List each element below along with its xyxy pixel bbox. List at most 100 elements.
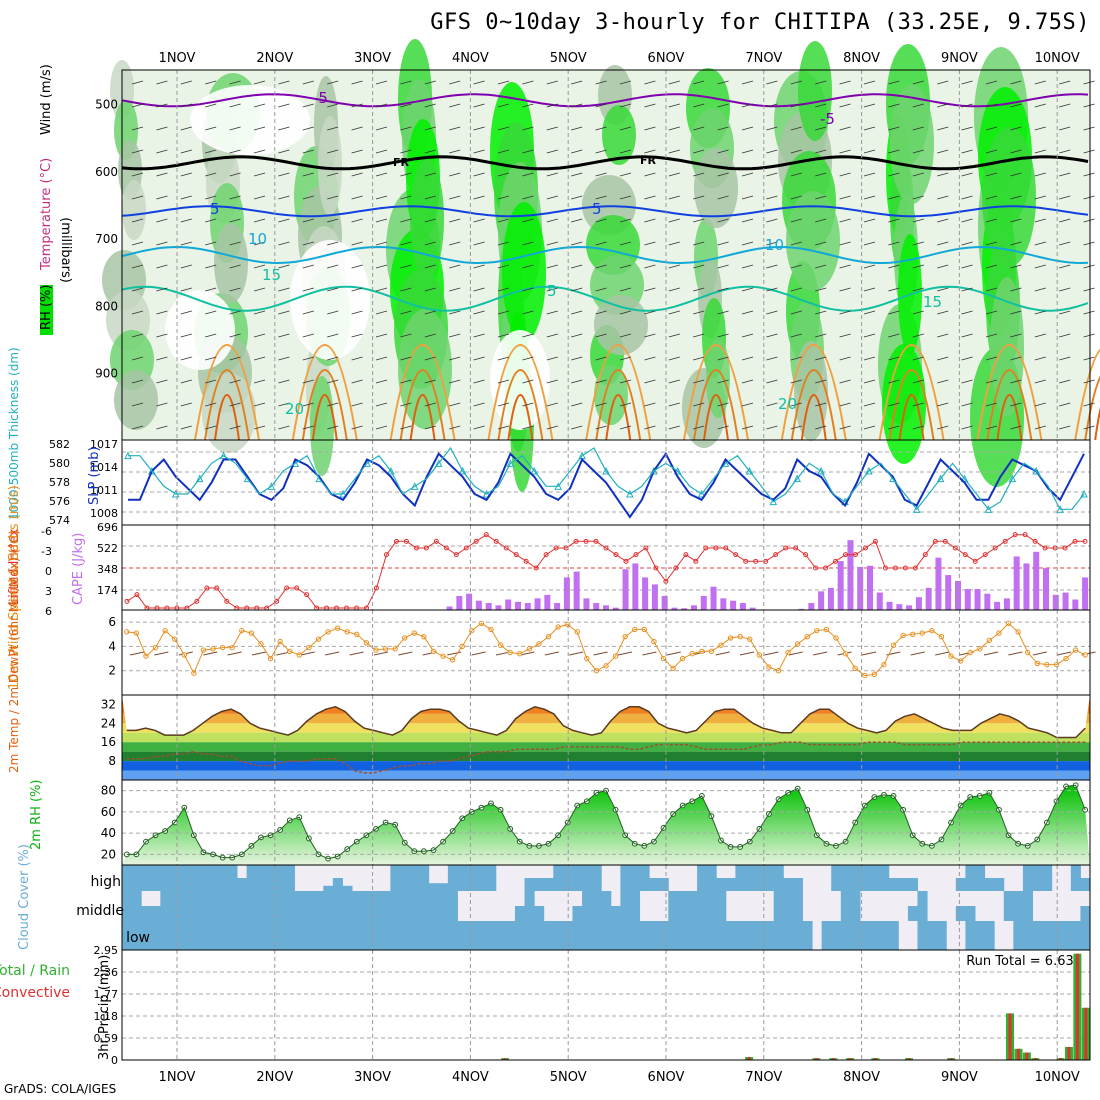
wind-barb [449,195,461,200]
temp-arch [976,344,1043,441]
convective-bar [503,1058,507,1060]
wind-barb [717,379,729,384]
wind-barb [400,241,412,246]
wind-barb [351,264,363,269]
wind-barb [1010,425,1022,430]
credit-text: GrADS: COLA/IGES [4,1082,117,1096]
wind-barb [693,195,705,200]
cloud-cell [917,891,928,921]
wind-barb [888,241,900,246]
wind-barb [449,241,461,246]
wind-barb [375,126,388,131]
cloud-cell [754,921,765,950]
wind-barb [449,402,461,407]
wind-barb [522,333,534,338]
wind-barb [790,264,802,269]
convective-bar [1008,1013,1012,1060]
wind-barb [473,264,485,269]
wind-barb [1032,651,1047,656]
wind-barb [375,218,388,223]
wind-barb [937,126,949,131]
wind-barb [937,172,949,177]
cloud-cell [256,865,267,891]
wind-line [126,622,1086,677]
wind-barb [131,264,144,269]
wind-barb [522,149,534,154]
cloud-cell [217,865,228,891]
wind-barb [1034,264,1046,269]
wind-barb [449,379,461,384]
cloud-cell [735,921,746,950]
cape-bar [847,540,854,610]
wind-barb [327,333,339,338]
li-tick: 3 [45,585,52,598]
wind-barb [253,310,266,315]
cloud-cell [572,865,583,891]
cloud-cell [888,878,899,891]
wind-barb [205,103,217,108]
thickness-point [626,489,634,498]
wind-barb [619,287,632,292]
wind-barb [717,356,729,361]
contour-label: 5 [592,200,602,218]
wind-barb [766,310,778,315]
wind-barb [327,402,339,407]
temperature-axis-label: Temperature (°C) [39,158,54,271]
convective-bar [1067,1046,1071,1060]
cape-bar [681,608,688,610]
wind-barb [424,241,436,246]
cape-bar [808,603,815,610]
cape-bar [906,605,913,610]
wind-barb [815,149,827,154]
cloud-cell [907,878,918,891]
wind-barb [522,310,534,315]
cloud-cell [399,921,411,950]
cape-bar [515,601,521,610]
wind-barb [546,379,558,384]
cape-bar [466,593,473,610]
li-point [483,532,489,538]
wind-barb [375,425,388,430]
panel-frame [121,949,1091,1061]
wind-barb [741,126,754,131]
wind-barb [251,651,267,656]
wind-barb [375,379,388,384]
wind-barb [815,103,827,108]
cloud-cell [198,891,209,921]
wind-barb [1010,379,1022,384]
cloud-cell [342,885,353,891]
cloud-cell [189,865,200,891]
cape-bar [739,603,746,610]
wind-barb [571,149,583,154]
cloud-cell [380,891,391,921]
wind-barb [863,80,876,85]
cloud-cell [1022,921,1033,950]
cloud-cell [265,921,276,950]
wind-barb [497,80,510,85]
wind-barb [619,379,632,384]
wind-barb [1034,103,1046,108]
wind-barb [546,287,558,292]
wind-barb [571,264,583,269]
wind-barb [888,103,900,108]
cloud-cell [955,906,966,921]
wind-barb [910,651,925,656]
cloud-cell [246,865,257,891]
wind-barb [961,425,973,430]
cloud-cell [361,891,372,921]
cloud-cell [840,865,851,891]
wind-barb [156,195,168,200]
cape-bar [1043,568,1049,610]
wind-barb [937,241,949,246]
wind-barb [424,379,436,384]
wind-barb [156,356,168,361]
wind-barb [912,402,924,407]
li-point [972,558,978,564]
wind-barb [839,80,851,85]
thickness-tick: 580 [49,457,70,470]
wind-barb [1034,149,1046,154]
wind-barb [644,264,656,269]
day-label-bottom: 2NOV [256,1070,293,1085]
cape-bar [915,597,922,610]
cloud-cell [371,891,382,921]
